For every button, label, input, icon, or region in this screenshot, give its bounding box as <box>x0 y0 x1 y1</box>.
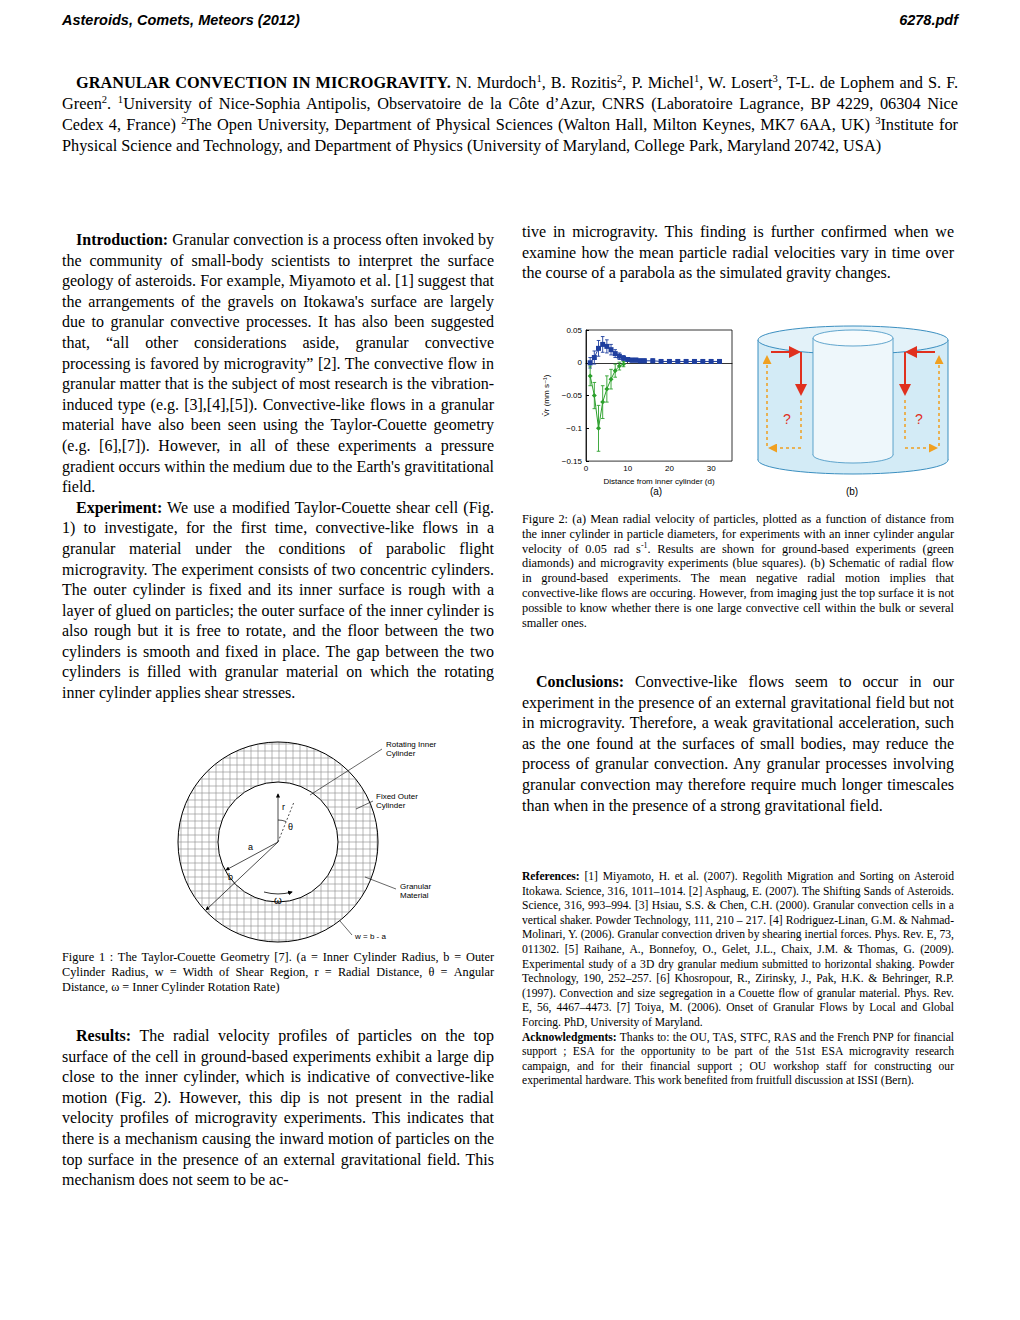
html-text:Introduction: Granular convect: Introduction: Granular convection is a p… <box>62 231 494 496</box>
html-text:Conclusions: Convective-like f: Conclusions: Convective-like flows seem … <box>522 673 954 814</box>
html-text:References: [1] Miyamoto, H. e: References: [1] Miyamoto, H. et al. (200… <box>522 870 954 1029</box>
html-text:tive in microgravity. This fin: tive in microgravity. This finding is fu… <box>522 223 954 282</box>
svg-text:20: 20 <box>665 464 674 473</box>
svg-text:−0.1: −0.1 <box>566 424 582 433</box>
html-text:Figure 1 : The Taylor-Couette: Figure 1 : The Taylor-Couette Geometry [… <box>62 950 494 994</box>
svg-text:Cylinder: Cylinder <box>386 749 416 758</box>
html-text:Experiment: We use a modified: Experiment: We use a modified Taylor-Cou… <box>62 498 494 702</box>
svg-text:Fixed Outer: Fixed Outer <box>376 792 418 801</box>
svg-text:Material: Material <box>400 891 429 900</box>
svg-text:V̄r (mm s⁻¹): V̄r (mm s⁻¹) <box>542 374 551 416</box>
svg-text:w = b - a: w = b - a <box>354 932 386 941</box>
svg-text:ω: ω <box>274 895 282 906</box>
svg-text:b: b <box>228 872 233 882</box>
svg-text:−0.05: −0.05 <box>562 391 583 400</box>
svg-text:?: ? <box>915 411 923 427</box>
svg-text:Rotating Inner: Rotating Inner <box>386 740 437 749</box>
svg-text:θ: θ <box>288 822 293 832</box>
svg-text:Cylinder: Cylinder <box>376 801 406 810</box>
html-text:(a): (a) <box>649 486 663 497</box>
html-text:Acknowledgments: Thanks to: th: Acknowledgments: Thanks to: the OU, TAS,… <box>522 1030 954 1088</box>
html-text:Asteroids, Comets, Meteors (20: Asteroids, Comets, Meteors (2012) <box>62 12 300 28</box>
html-text:6278.pdf: 6278.pdf <box>899 12 958 28</box>
svg-text:10: 10 <box>623 464 632 473</box>
svg-text:30: 30 <box>707 464 716 473</box>
svg-text:a: a <box>248 842 253 852</box>
svg-text:−0.15: −0.15 <box>562 457 583 466</box>
svg-text:0: 0 <box>584 464 589 473</box>
html-text:Figure 2: (a) Mean radial velo: Figure 2: (a) Mean radial velocity of pa… <box>522 512 954 630</box>
svg-text:0.05: 0.05 <box>566 326 582 335</box>
svg-text:Distance from inner cylinder (: Distance from inner cylinder (d) <box>603 477 714 486</box>
svg-text:r: r <box>282 802 285 812</box>
svg-text:?: ? <box>783 411 791 427</box>
svg-text:Granular: Granular <box>400 882 431 891</box>
svg-text:0: 0 <box>578 358 583 367</box>
html-text:Results: The radial velocity p: Results: The radial velocity profiles of… <box>62 1027 494 1189</box>
html-text:GRANULAR CONVECTION IN MICROGR: GRANULAR CONVECTION IN MICROGRAVITY. N. … <box>62 72 958 155</box>
html-text:(b): (b) <box>845 486 859 497</box>
